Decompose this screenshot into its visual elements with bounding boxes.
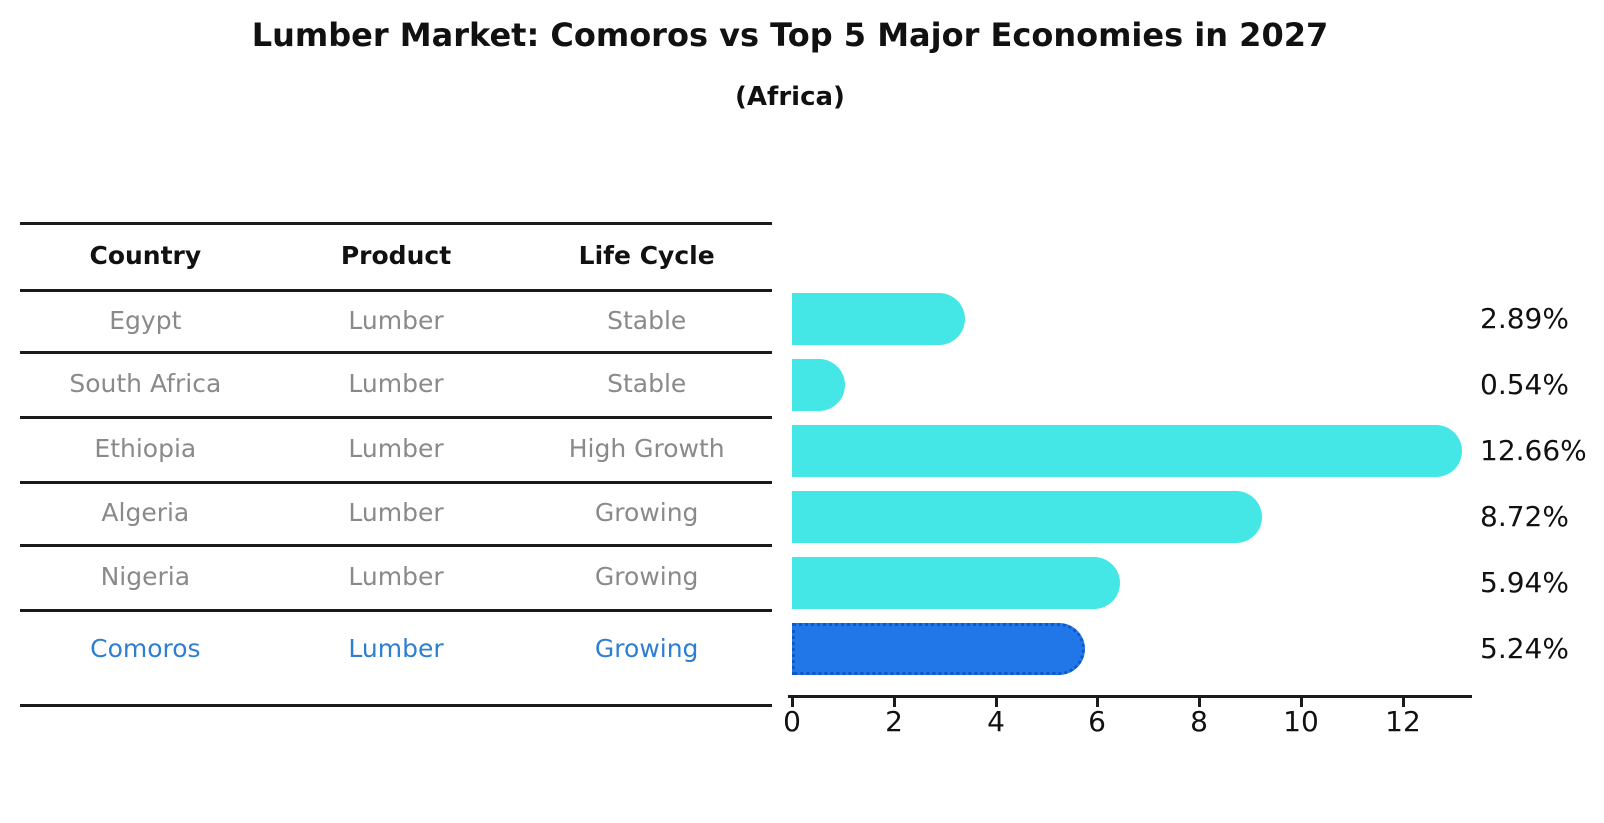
life-cycle-cell: High Growth	[568, 434, 725, 463]
product-cell: Lumber	[348, 633, 444, 663]
x-axis-tick	[1402, 695, 1405, 707]
table-row-rule	[20, 544, 772, 547]
table-header-row: Country Product Life Cycle	[20, 222, 772, 289]
product-cell: Lumber	[348, 434, 444, 463]
table-row: Nigeria Lumber Growing	[20, 544, 772, 609]
x-axis-tick-label: 4	[987, 705, 1005, 738]
table-row: Ethiopia Lumber High Growth	[20, 416, 772, 481]
country-cell: Nigeria	[100, 562, 191, 591]
bar-ethiopia	[792, 425, 1462, 477]
x-axis-line	[788, 695, 1472, 698]
table-bottom-rule	[20, 704, 772, 707]
table-row-rule	[20, 351, 772, 354]
table-header-rule	[20, 289, 772, 292]
product-cell: Lumber	[348, 498, 444, 527]
value-label: 12.66%	[1480, 434, 1587, 467]
column-header-life-cycle: Life Cycle	[578, 241, 715, 270]
x-axis-tick-label: 0	[783, 705, 801, 738]
value-label: 0.54%	[1480, 368, 1569, 401]
life-cycle-cell: Stable	[607, 305, 687, 335]
x-axis-tick-label: 10	[1283, 705, 1319, 738]
life-cycle-cell: Growing	[594, 498, 699, 527]
bar-algeria	[792, 491, 1262, 543]
table-row: Egypt Lumber Stable	[20, 289, 772, 351]
bar-comoros-highlighted	[792, 623, 1085, 675]
value-label: 5.94%	[1480, 566, 1569, 599]
product-cell: Lumber	[348, 369, 444, 398]
x-axis-tick	[893, 695, 896, 707]
product-cell: Lumber	[348, 305, 444, 335]
chart-title: Lumber Market: Comoros vs Top 5 Major Ec…	[251, 16, 1329, 54]
x-axis-tick-label: 12	[1385, 705, 1421, 738]
bar-south-africa	[792, 359, 845, 411]
table-row-highlighted: Comoros Lumber Growing	[20, 609, 772, 704]
product-cell: Lumber	[348, 562, 444, 591]
value-label: 8.72%	[1480, 500, 1569, 533]
life-cycle-cell: Stable	[607, 369, 687, 398]
x-axis-tick-label: 6	[1088, 705, 1106, 738]
country-cell: Algeria	[101, 498, 190, 527]
column-header-country: Country	[89, 241, 202, 270]
x-axis-tick	[1096, 695, 1099, 707]
life-cycle-cell: Growing	[594, 633, 699, 663]
country-cell: Ethiopia	[94, 434, 197, 463]
column-header-product: Product	[340, 241, 452, 270]
x-axis-tick-label: 2	[885, 705, 903, 738]
table-row-rule	[20, 609, 772, 612]
chart-subtitle: (Africa)	[735, 82, 845, 112]
table-row: Algeria Lumber Growing	[20, 481, 772, 544]
x-axis-tick	[1198, 695, 1201, 707]
table-row-rule	[20, 416, 772, 419]
table-row: South Africa Lumber Stable	[20, 351, 772, 416]
country-cell: Egypt	[109, 305, 182, 335]
bar-egypt	[792, 293, 965, 345]
value-label: 2.89%	[1480, 302, 1569, 335]
country-cell: Comoros	[90, 633, 201, 663]
x-axis-tick-label: 8	[1190, 705, 1208, 738]
bar-nigeria	[792, 557, 1120, 609]
life-cycle-cell: Growing	[594, 562, 699, 591]
table-top-rule	[20, 222, 772, 225]
x-axis-tick	[791, 695, 794, 707]
table-row-rule	[20, 481, 772, 484]
country-cell: South Africa	[69, 369, 222, 398]
x-axis-tick	[995, 695, 998, 707]
value-label: 5.24%	[1480, 632, 1569, 665]
x-axis-tick	[1300, 695, 1303, 707]
